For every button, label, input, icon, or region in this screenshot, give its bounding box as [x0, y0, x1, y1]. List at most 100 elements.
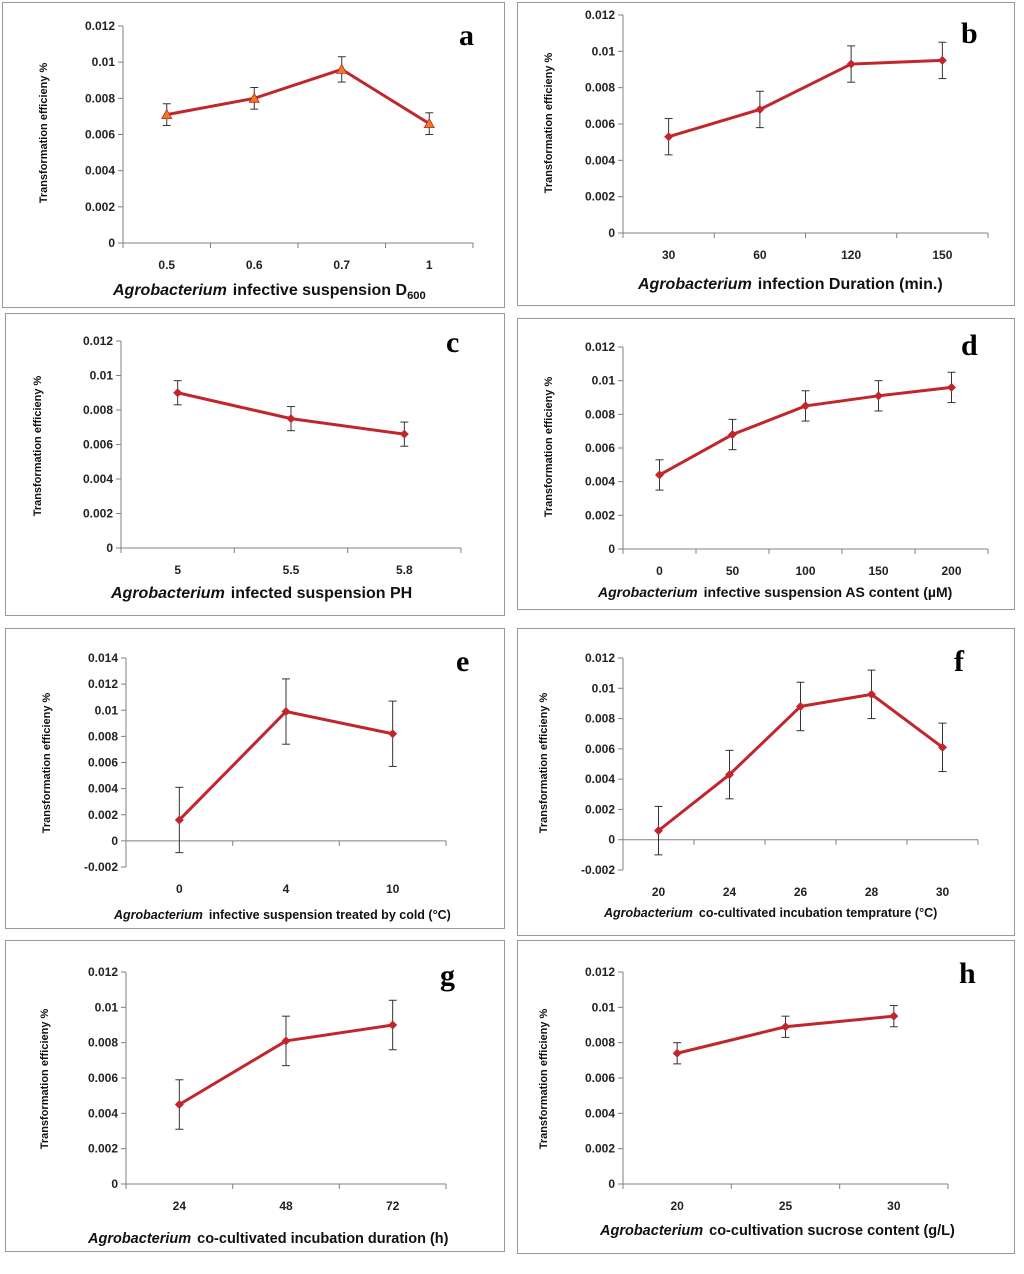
chart-b: 0 0.002 0.004 0.006 0.008 0.01 0.012 30 60 120 150…	[543, 8, 989, 293]
chart-panel-d: 0 0.002 0.004 0.006 0.008 0.01 0.012 0 50 100 150 2…	[517, 318, 1015, 610]
y-tick-label: 0.002	[585, 190, 615, 204]
y-tick-label: 0.004	[88, 1106, 118, 1120]
y-tick-label: 0.004	[585, 1106, 615, 1120]
data-point	[846, 59, 856, 69]
series-line	[668, 58, 943, 139]
data-point	[388, 729, 398, 739]
x-tick-label: 24	[173, 1199, 187, 1213]
y-tick-label: 0.006	[88, 1071, 118, 1085]
data-point	[336, 63, 348, 74]
x-axis-label-text: infection Duration (min.)	[758, 276, 943, 293]
x-tick-label: 30	[887, 1199, 901, 1213]
y-tick-label: 0	[111, 1177, 118, 1191]
y-tick-label: -0.002	[84, 860, 118, 874]
y-tick-label: 0.01	[92, 55, 116, 69]
x-tick-label: 100	[795, 564, 815, 578]
y-tick-label: 0.008	[585, 712, 615, 726]
chart-panel-b: 0 0.002 0.004 0.006 0.008 0.01 0.012 30 60 120 150…	[517, 2, 1015, 306]
x-tick-label: 30	[936, 885, 950, 899]
chart-e: -0.002 0 0.002 0.004 0.006 0.008 0.01 0.012 0.01…	[41, 645, 469, 922]
y-tick-label: 0	[608, 1177, 615, 1191]
x-axis-label: Agrobacterium infection Duration (min.)	[637, 276, 943, 293]
x-tick-label: 150	[932, 248, 952, 262]
y-tick-label: 0.004	[85, 164, 115, 178]
y-tick-label: 0.002	[83, 507, 113, 521]
data-point	[281, 1036, 291, 1046]
data-point	[161, 108, 173, 120]
chart-panel-e: -0.002 0 0.002 0.004 0.006 0.008 0.01 0.012 0.01…	[5, 628, 505, 929]
x-axis-label-text: infective suspension AS content (µM)	[704, 584, 953, 600]
data-point	[286, 414, 296, 424]
y-tick-label: 0.01	[592, 681, 616, 695]
x-axis-label: Agrobacterium infective suspension treate…	[113, 908, 451, 922]
y-tick-label: 0.012	[85, 19, 115, 33]
data-point	[423, 117, 435, 129]
x-tick-label: 20	[652, 885, 666, 899]
y-tick-label: 0.006	[88, 756, 118, 770]
y-tick-label: 0.002	[585, 1142, 615, 1156]
x-axis-label-italic: Agrobacterium	[637, 276, 752, 293]
y-axis-label: Transformation efficieny %	[543, 376, 555, 517]
y-tick-label: 0	[111, 834, 118, 848]
chart-panel-c: 0 0.002 0.004 0.006 0.008 0.01 0.012 5 5.5 5.8 Tra…	[5, 313, 505, 616]
y-tick-label: 0.002	[585, 508, 615, 522]
x-tick-label: 0.7	[333, 258, 350, 272]
data-point	[937, 55, 947, 65]
y-tick-label: 0.004	[585, 153, 615, 167]
y-tick-label: 0.008	[83, 403, 113, 417]
chart-panel-f: -0.002 0 0.002 0.004 0.006 0.008 0.01 0.012 20 24…	[517, 628, 1015, 936]
x-axis-label-italic: Agrobacterium	[603, 906, 693, 920]
x-tick-label: 50	[726, 564, 740, 578]
x-tick-label: 20	[670, 1199, 684, 1213]
y-axis-label: Transformation efficieny %	[538, 692, 550, 833]
panel-letter: h	[959, 957, 976, 990]
y-tick-label: 0.01	[592, 1000, 616, 1014]
data-point	[672, 1048, 682, 1058]
data-point	[874, 391, 883, 401]
data-point	[174, 815, 184, 825]
y-axis-label: Transformation efficieny %	[41, 692, 53, 833]
data-point	[655, 470, 664, 480]
data-point	[281, 707, 291, 717]
x-tick-label: 25	[779, 1199, 793, 1213]
y-tick-label: 0.01	[95, 703, 119, 717]
y-tick-label: 0.002	[88, 1142, 118, 1156]
data-point	[755, 104, 765, 114]
x-axis-label-italic: Agrobacterium	[87, 1231, 191, 1247]
data-point	[388, 1020, 398, 1030]
x-tick-label: 26	[794, 885, 808, 899]
y-tick-label: 0.01	[592, 374, 616, 388]
x-tick-label: 60	[753, 248, 767, 262]
y-tick-label: 0.006	[85, 128, 115, 142]
x-axis-label-italic: Agrobacterium	[112, 282, 227, 299]
y-tick-label: 0.002	[85, 200, 115, 214]
chart-c: 0 0.002 0.004 0.006 0.008 0.01 0.012 5 5.5 5.8 Tra…	[32, 326, 462, 602]
x-tick-label: 72	[386, 1199, 400, 1213]
y-tick-label: 0.008	[585, 407, 615, 421]
y-axis-label: Transformation efficieny %	[39, 1008, 51, 1149]
y-tick-label: -0.002	[581, 863, 615, 877]
x-axis-label-italic: Agrobacterium	[599, 1223, 703, 1239]
chart-f: -0.002 0 0.002 0.004 0.006 0.008 0.01 0.012 20 24…	[538, 645, 979, 920]
chart-panel-a: 0 0.002 0.004 0.006 0.008 0.01 0.012 0.5 0.6 0.7 1…	[2, 2, 505, 308]
x-axis-label-italic: Agrobacterium	[110, 585, 225, 602]
y-tick-label: 0.008	[88, 729, 118, 743]
x-tick-label: 10	[386, 882, 400, 896]
y-tick-label: 0.014	[88, 651, 118, 665]
y-tick-label: 0.006	[585, 117, 615, 131]
x-tick-label: 0.6	[246, 258, 263, 272]
series-line	[166, 67, 431, 125]
data-point	[947, 382, 956, 392]
x-axis-label-text: infected suspension PH	[231, 585, 412, 602]
y-tick-label: 0	[108, 236, 115, 250]
panel-letter: e	[456, 645, 469, 678]
x-tick-label: 0.5	[158, 258, 175, 272]
data-point	[654, 826, 663, 836]
y-tick-label: 0.012	[83, 334, 113, 348]
y-tick-label: 0.008	[585, 1036, 615, 1050]
x-tick-label: 1	[426, 258, 433, 272]
y-tick-label: 0.004	[585, 772, 615, 786]
y-tick-label: 0.012	[88, 965, 118, 979]
data-point	[781, 1022, 790, 1032]
y-tick-label: 0.008	[85, 91, 115, 105]
